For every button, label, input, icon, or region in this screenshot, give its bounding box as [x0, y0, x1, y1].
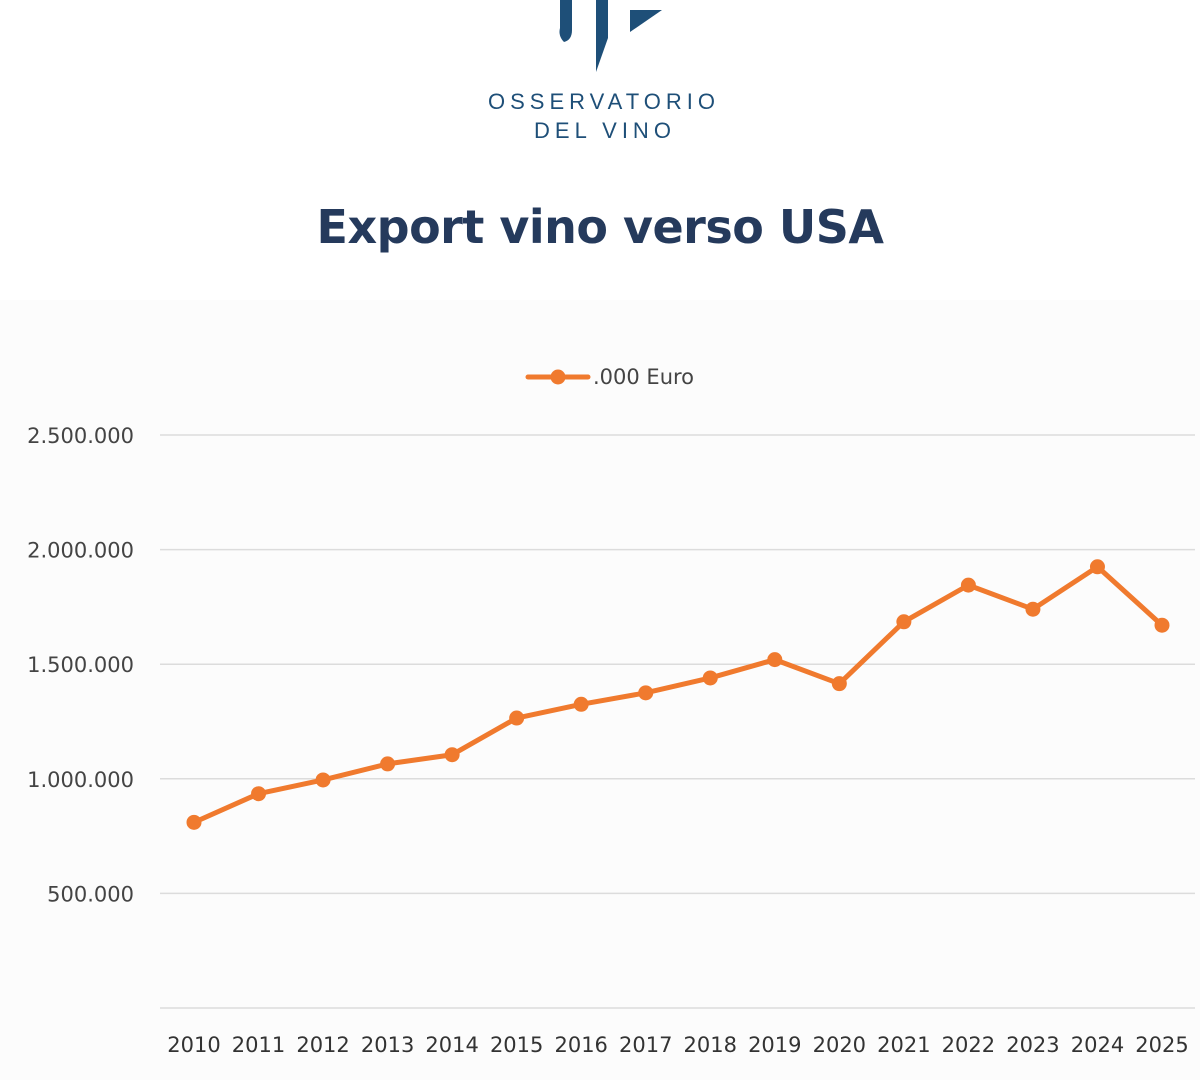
x-tick-label: 2018: [684, 1033, 737, 1057]
legend: .000 Euro: [525, 365, 694, 389]
legend-swatch-marker: [550, 369, 566, 385]
data-point: [767, 652, 783, 668]
data-point: [702, 670, 718, 686]
data-point: [509, 710, 525, 726]
x-tick-label: 2020: [813, 1033, 866, 1057]
y-tick-label: 500.000: [47, 882, 134, 906]
x-tick-label: 2012: [296, 1033, 349, 1057]
data-point: [186, 814, 202, 830]
logo-text-line2: DEL VINO: [534, 118, 676, 143]
data-point: [573, 696, 589, 712]
y-tick-label: 1.500.000: [27, 653, 134, 677]
data-point: [251, 786, 267, 802]
y-axis-ticks: 500.000 1.000.000 1.500.000 2.000.000 2.500.…: [27, 424, 134, 906]
x-tick-label: 2016: [554, 1033, 607, 1057]
osservatorio-logo-mark: [559, 0, 662, 72]
legend-label: .000 Euro: [593, 365, 694, 389]
series-line: [191, 564, 1165, 825]
data-point: [831, 676, 847, 692]
data-point: [960, 577, 976, 593]
y-tick-label: 2.000.000: [27, 539, 134, 563]
data-point: [1154, 617, 1170, 633]
data-point: [896, 614, 912, 630]
line-chart: 500.000 1.000.000 1.500.000 2.000.000 2.500.…: [27, 365, 1195, 1057]
x-tick-label: 2021: [877, 1033, 930, 1057]
logo: OSSERVATORIO DEL VINO: [0, 0, 1200, 160]
grid-layer: [160, 434, 1195, 1009]
x-tick-label: 2023: [1006, 1033, 1059, 1057]
data-point: [380, 756, 396, 772]
data-point: [1025, 601, 1041, 617]
data-point: [638, 685, 654, 701]
x-tick-label: 2015: [490, 1033, 543, 1057]
data-point: [444, 747, 460, 763]
chart-panel: 500.000 1.000.000 1.500.000 2.000.000 2.500.…: [0, 300, 1200, 1080]
page-title: Export vino verso USA: [316, 200, 884, 254]
x-tick-label: 2014: [425, 1033, 478, 1057]
y-tick-label: 1.000.000: [27, 768, 134, 792]
x-tick-label: 2024: [1071, 1033, 1124, 1057]
logo-text-line1: OSSERVATORIO: [488, 89, 720, 114]
x-tick-label: 2017: [619, 1033, 672, 1057]
x-tick-label: 2013: [361, 1033, 414, 1057]
x-tick-label: 2022: [942, 1033, 995, 1057]
x-tick-label: 2019: [748, 1033, 801, 1057]
series-layer: [186, 559, 1170, 830]
y-tick-label: 2.500.000: [27, 424, 134, 448]
data-point: [1089, 559, 1105, 575]
x-tick-label: 2025: [1135, 1033, 1188, 1057]
data-point: [315, 772, 331, 788]
x-tick-label: 2011: [232, 1033, 285, 1057]
x-tick-label: 2010: [167, 1033, 220, 1057]
x-axis-ticks: 2010 2011 2012 2013 2014 2015 2016 2017 2018 2019…: [167, 1033, 1188, 1057]
